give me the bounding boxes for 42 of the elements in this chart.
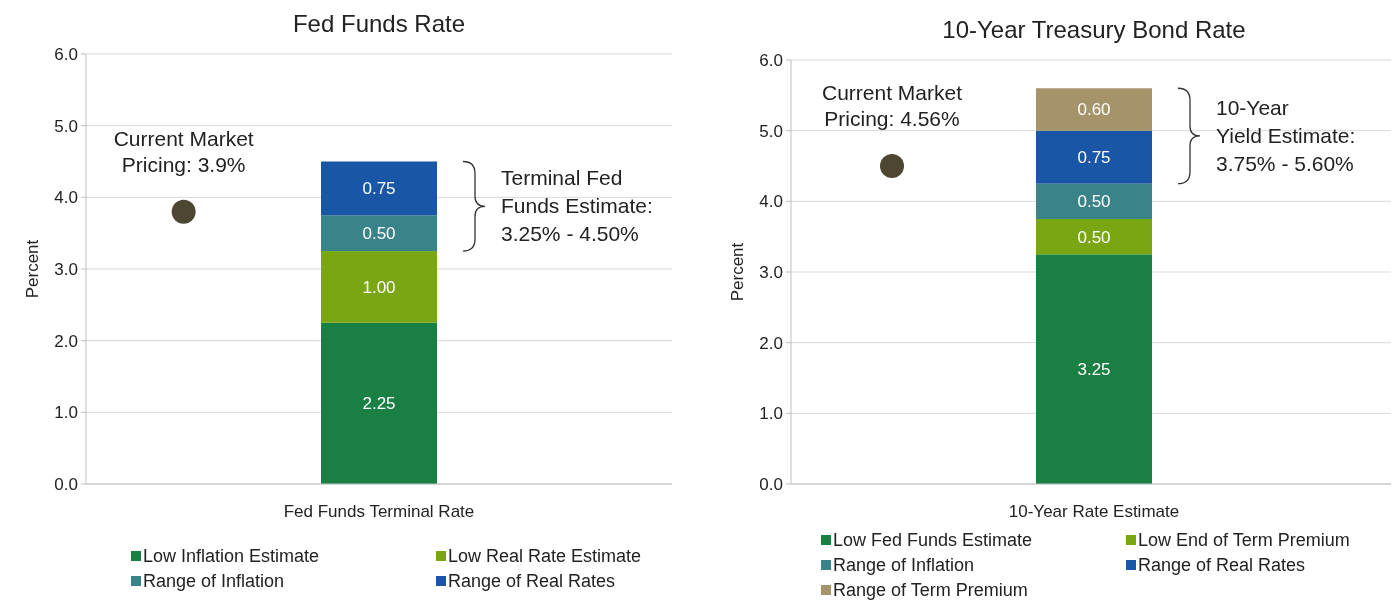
- x-tick-label: Fed Funds Terminal Rate: [283, 501, 475, 521]
- y-axis-title: Percent: [728, 242, 747, 302]
- data-label: 0.50: [362, 224, 396, 244]
- legend-label: Range of Real Rates: [448, 571, 616, 592]
- data-label: 0.75: [1077, 148, 1111, 168]
- annotation: 10-Year Yield Estimate: 3.75% - 5.60%: [1216, 95, 1356, 175]
- legend-label: Low Inflation Estimate: [143, 546, 320, 567]
- legend-label: Low Real Rate Estimate: [448, 546, 642, 567]
- legend-label: Range of Real Rates: [1138, 555, 1306, 576]
- y-tick-label: 5.0: [759, 121, 783, 141]
- y-tick-label: 3.0: [54, 259, 78, 279]
- y-tick-label: 3.0: [759, 262, 783, 282]
- data-label: 0.60: [1077, 100, 1111, 120]
- legend-label: Range of Term Premium: [833, 580, 1028, 601]
- data-label: 0.50: [1077, 192, 1111, 212]
- annotation: Current Market Pricing: 4.56%: [821, 81, 963, 130]
- y-tick-label: 6.0: [759, 50, 783, 70]
- legend-label: Range of Inflation: [833, 555, 975, 576]
- legend-label: Range of Inflation: [143, 571, 285, 592]
- annotation: Current Market Pricing: 3.9%: [113, 126, 254, 176]
- data-label: 0.75: [362, 179, 396, 199]
- y-tick-label: 4.0: [759, 192, 783, 212]
- y-tick-label: 1.0: [759, 404, 783, 424]
- y-tick-label: 0.0: [54, 474, 78, 494]
- chart-title: Fed Funds Rate: [292, 10, 466, 37]
- y-axis-title: Percent: [23, 239, 42, 299]
- data-label: 2.25: [362, 394, 396, 414]
- chart-title: 10-Year Treasury Bond Rate: [942, 16, 1246, 43]
- data-label: 0.50: [1077, 227, 1111, 247]
- x-tick-label: 10-Year Rate Estimate: [1008, 501, 1180, 521]
- y-tick-label: 6.0: [54, 44, 78, 64]
- data-label: 1.00: [362, 277, 396, 297]
- annotation: Terminal Fed Funds Estimate: 3.25% - 4.50%: [501, 166, 653, 246]
- legend-label: Low Fed Funds Estimate: [833, 530, 1033, 551]
- y-tick-label: 0.0: [759, 474, 783, 494]
- data-label: 3.25: [1077, 360, 1111, 380]
- y-tick-label: 5.0: [54, 116, 78, 136]
- legend-label: Low End of Term Premium: [1138, 530, 1350, 551]
- y-tick-label: 4.0: [54, 188, 78, 208]
- y-tick-label: 2.0: [54, 331, 78, 351]
- y-tick-label: 2.0: [759, 333, 783, 353]
- y-tick-label: 1.0: [54, 403, 78, 423]
